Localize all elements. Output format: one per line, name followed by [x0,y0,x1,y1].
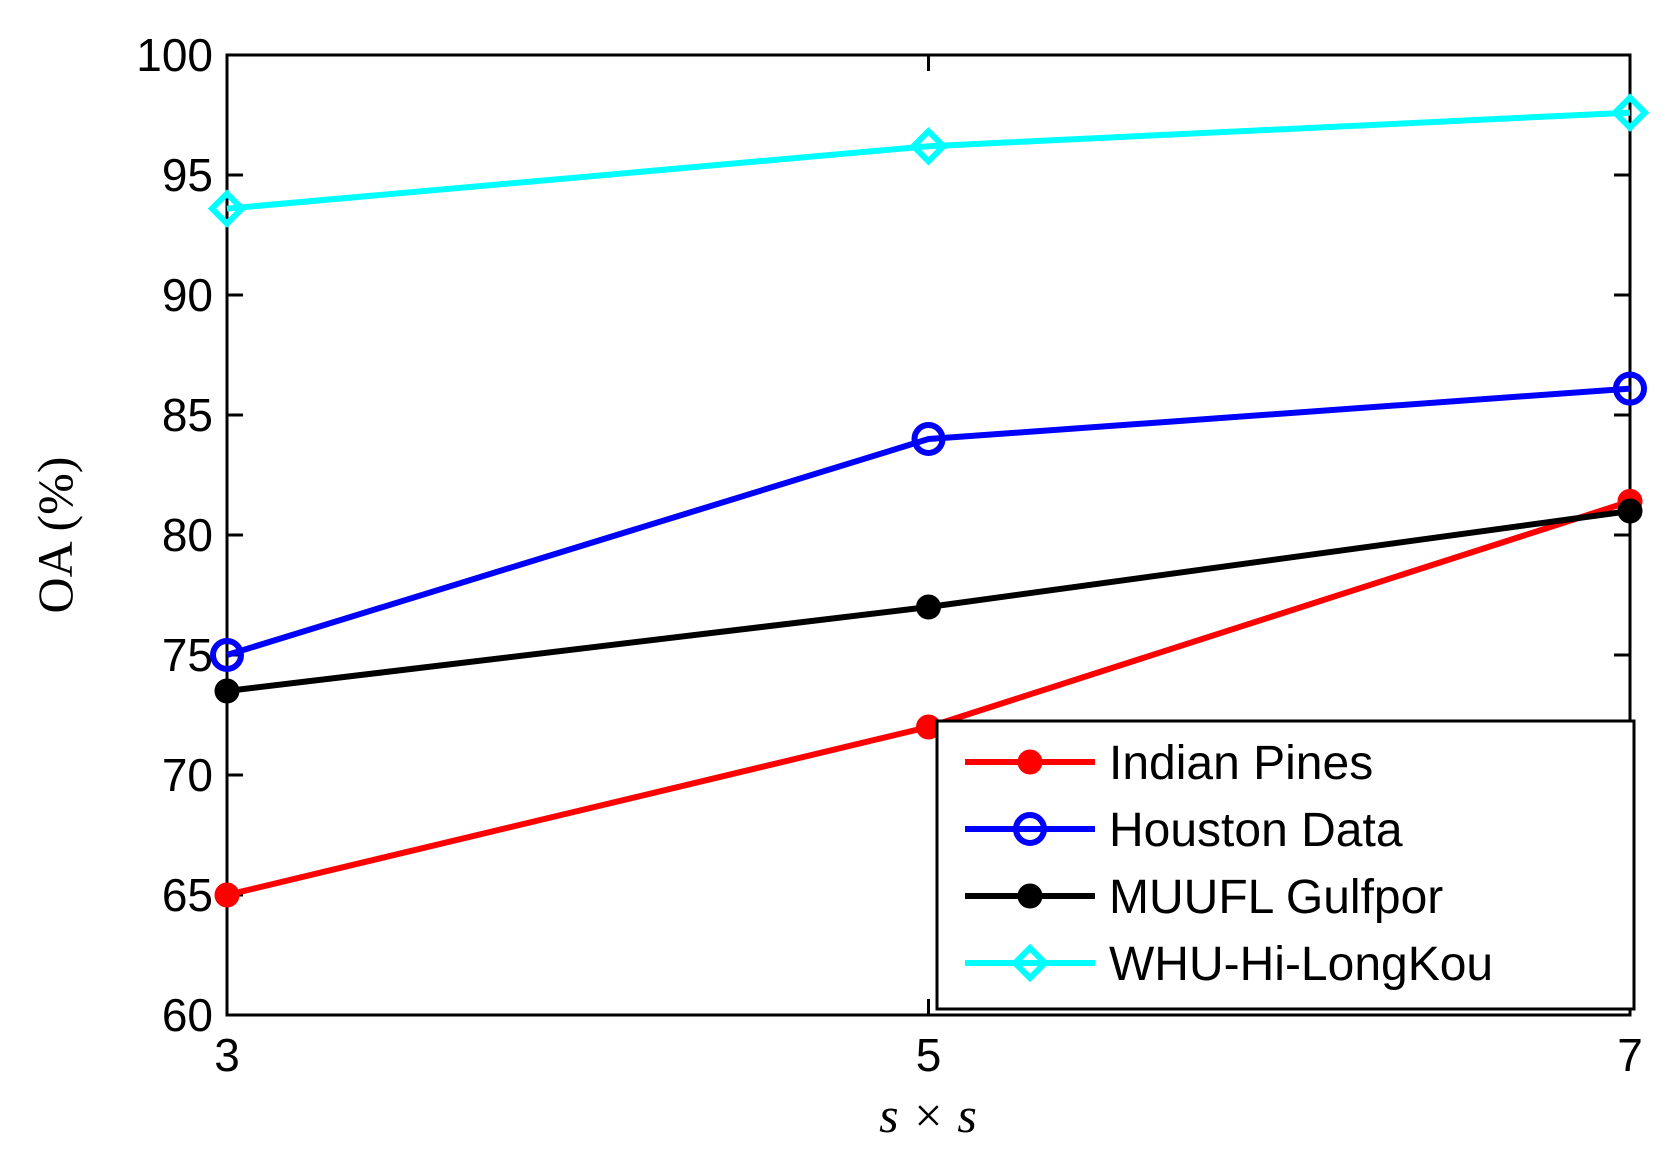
y-tick-label: 70 [162,749,213,801]
data-point [207,189,247,228]
legend-swatch-marker [1013,812,1047,846]
y-tick-label: 100 [136,29,213,81]
legend: Indian Pines Houston Data MUUFL Gulfpor WHU… [935,719,1636,1011]
data-point [1610,93,1650,132]
legend-label: Indian Pines [1109,737,1373,790]
y-tick-label: 60 [162,989,213,1041]
data-point [214,882,240,908]
legend-swatch-marker [1010,943,1050,983]
legend-swatch-marker [1017,749,1043,775]
y-tick-label: 85 [162,389,213,441]
data-point [916,594,941,620]
y-tick-label: 75 [162,629,213,681]
legend-label: MUUFL Gulfpor [1109,871,1443,924]
x-tick-label: 7 [1617,1029,1643,1081]
data-point [214,678,240,704]
legend-item: Indian Pines [965,737,1373,790]
y-axis-title: OA (%) [27,457,83,614]
legend-label: WHU-Hi-LongKou [1109,938,1493,991]
legend-swatch-marker [1017,883,1043,909]
legend-item: Houston Data [965,804,1403,857]
y-axis-ticks: 60 65 70 75 80 85 90 95 100 [136,29,1630,1041]
data-point [911,422,946,456]
y-tick-label: 95 [162,149,213,201]
y-tick-label: 90 [162,269,213,321]
x-axis-title: s × s [879,1087,977,1143]
x-tick-label: 5 [916,1029,942,1081]
y-tick-label: 80 [162,509,213,561]
legend-item: WHU-Hi-LongKou [965,938,1493,991]
data-point [1613,371,1647,406]
series-line [226,109,1631,212]
series-line [226,385,1631,658]
legend-item: MUUFL Gulfpor [965,871,1443,924]
data-point [1617,498,1643,524]
series-whu-hi-longkou [207,93,1650,228]
data-point [909,126,948,166]
series-layer [207,93,1650,908]
x-tick-label: 3 [214,1029,240,1081]
data-point [210,638,244,672]
series-houston-data [210,371,1647,672]
legend-label: Houston Data [1109,804,1403,857]
y-tick-label: 65 [162,869,213,921]
series-muufl-gulfpor [214,498,1643,704]
